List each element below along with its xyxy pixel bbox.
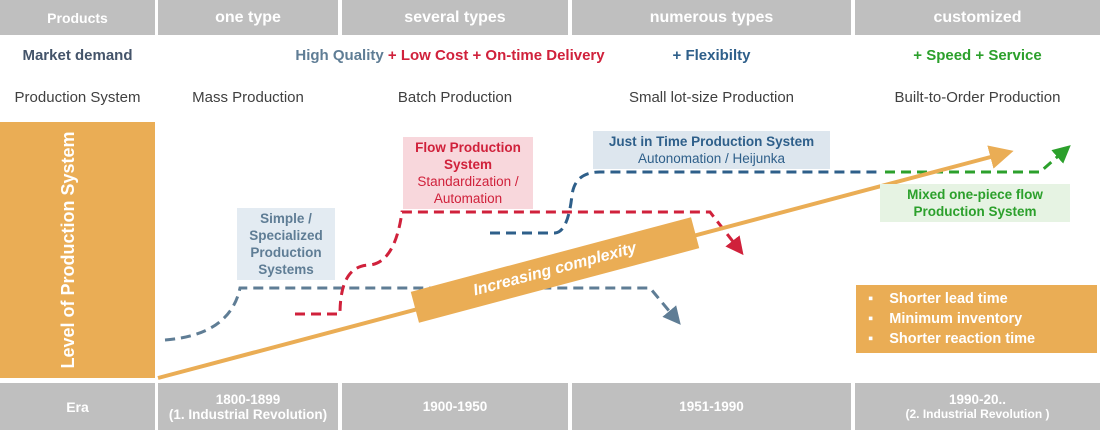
header-cell: numerous types bbox=[572, 0, 851, 35]
system-box: Flow Production System Standardization / … bbox=[403, 137, 533, 209]
era-years: 1900-1950 bbox=[422, 399, 488, 414]
system-box: Simple / Specialized Production Systems bbox=[237, 208, 335, 280]
box-title: Flow Production System bbox=[415, 140, 521, 172]
demand-part: + Flexibilty bbox=[672, 47, 751, 64]
era-years: 1990-20.. bbox=[948, 392, 1007, 407]
y-axis-panel: Level of Production System bbox=[0, 122, 155, 378]
flow-line bbox=[490, 170, 880, 235]
era-cell: 1951-1990 bbox=[572, 383, 851, 430]
system-cell: Small lot-size Production bbox=[628, 89, 795, 106]
header-cell: several types bbox=[342, 0, 568, 35]
era-years: 1800-1899 bbox=[215, 391, 281, 407]
demand-part: + Speed + Service bbox=[913, 47, 1042, 64]
demand: High Quality + Low Cost + On-time Delive… bbox=[250, 47, 650, 64]
benefit-text: Shorter lead time bbox=[889, 291, 1008, 307]
era-cell: 1990-20.. (2. Industrial Revolution ) bbox=[855, 383, 1100, 430]
benefit: ▪ Shorter lead time bbox=[868, 291, 1008, 307]
row-label: Products bbox=[0, 0, 155, 35]
header-cell: one type bbox=[158, 0, 338, 35]
y-axis-label: Level of Production System bbox=[58, 131, 78, 369]
demand-part: High Quality bbox=[295, 47, 384, 64]
benefit: ▪ Shorter reaction time bbox=[868, 331, 1036, 347]
box-title: Just in Time Production System bbox=[608, 134, 815, 149]
row-label: Production System bbox=[14, 89, 141, 106]
era-years: 1951-1990 bbox=[679, 399, 744, 414]
box-subtitle: Standardization / Automation bbox=[417, 174, 519, 206]
benefit: ▪ Minimum inventory bbox=[868, 311, 1023, 327]
flow-line bbox=[164, 286, 681, 342]
benefit-text: Shorter reaction time bbox=[889, 331, 1036, 347]
era-cell: 1800-1899 (1. Industrial Revolution) bbox=[158, 383, 338, 430]
system-box: Mixed one-piece flow Production System bbox=[880, 184, 1070, 222]
row-label: Market demand bbox=[22, 47, 133, 64]
era-cell: 1900-1950 bbox=[342, 383, 568, 430]
era-note: (1. Industrial Revolution) bbox=[168, 406, 328, 422]
benefit-text: Minimum inventory bbox=[889, 311, 1023, 327]
system-cell: Batch Production bbox=[397, 89, 513, 106]
demand-part: + Low Cost + On-time Delivery bbox=[387, 47, 605, 64]
benefits: ▪ Shorter lead time ▪ Minimum inventory … bbox=[856, 285, 1097, 353]
box-subtitle: Autonomation / Heijunka bbox=[637, 151, 786, 166]
system-box: Just in Time Production System Autonomati… bbox=[593, 131, 830, 169]
system-cell: Mass Production bbox=[192, 89, 304, 106]
era-note: (2. Industrial Revolution ) bbox=[905, 407, 1050, 421]
system-cell: Built-to-Order Production bbox=[894, 89, 1061, 106]
header-cell: customized bbox=[855, 0, 1100, 35]
flow-line bbox=[295, 210, 744, 316]
row-label: Era bbox=[0, 383, 155, 430]
